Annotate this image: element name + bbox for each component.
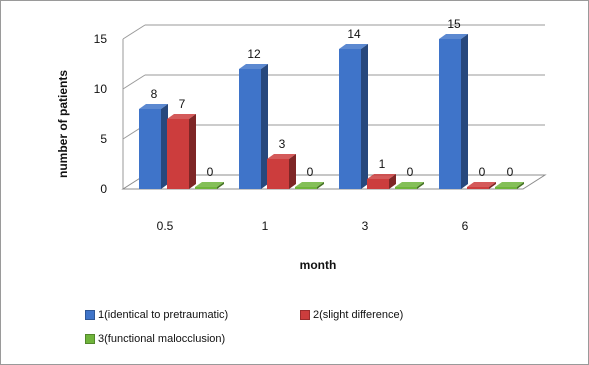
- y-tick-label: 0: [100, 182, 107, 196]
- data-label: 15: [447, 17, 461, 31]
- y-tick-label: 15: [94, 32, 108, 46]
- legend-swatch: [300, 310, 310, 320]
- bar-front: [239, 69, 261, 189]
- bar: [239, 64, 268, 189]
- bar-side: [461, 34, 468, 189]
- bar-side: [189, 114, 196, 189]
- bar-front: [295, 187, 317, 189]
- y-tick-label: 5: [100, 132, 107, 146]
- legend-label: 2(slight difference): [313, 309, 403, 321]
- bar-front: [439, 39, 461, 189]
- x-tick-label: 0.5: [157, 219, 174, 233]
- legend-label: 3(functional malocclusion): [98, 333, 225, 345]
- bar: [139, 104, 168, 189]
- bar-front: [367, 179, 389, 189]
- data-label: 1: [379, 157, 386, 171]
- bar-front: [167, 119, 189, 189]
- bar-front: [395, 187, 417, 189]
- x-tick-label: 1: [262, 219, 269, 233]
- data-label: 7: [179, 97, 186, 111]
- data-label: 0: [207, 165, 214, 179]
- x-tick-label: 3: [362, 219, 369, 233]
- bar: [167, 114, 196, 189]
- legend-item: 3(functional malocclusion): [85, 333, 225, 345]
- legend-label: 1(identical to pretraumatic): [98, 309, 228, 321]
- y-tick-labels: 0 5 10 15: [94, 32, 108, 196]
- bar-front: [139, 109, 161, 189]
- data-label: 0: [479, 165, 486, 179]
- legend-swatch: [85, 310, 95, 320]
- y-tick-label: 10: [94, 82, 108, 96]
- data-label: 14: [347, 27, 361, 41]
- bar: [367, 174, 396, 189]
- gridline-side: [123, 75, 145, 89]
- data-label: 0: [407, 165, 414, 179]
- bar: [339, 44, 368, 189]
- data-label: 0: [307, 165, 314, 179]
- x-tick-label: 6: [462, 219, 469, 233]
- bar-front: [339, 49, 361, 189]
- x-tick-labels: 0.5 1 3 6: [157, 219, 469, 233]
- bar-side: [261, 64, 268, 189]
- bar-front: [195, 187, 217, 189]
- bar-side: [161, 104, 168, 189]
- bar: [267, 154, 296, 189]
- bar-front: [267, 159, 289, 189]
- bar-front: [467, 187, 489, 189]
- legend-item: 1(identical to pretraumatic): [85, 309, 228, 321]
- data-label: 12: [247, 47, 261, 61]
- x-axis-label: month: [300, 258, 337, 272]
- legend-swatch: [85, 334, 95, 344]
- data-label: 8: [151, 87, 158, 101]
- data-label: 0: [507, 165, 514, 179]
- data-label: 3: [279, 137, 286, 151]
- gridline-side: [123, 25, 145, 39]
- bar: [439, 34, 468, 189]
- bar-side: [361, 44, 368, 189]
- y-axis-label: number of patients: [56, 70, 70, 178]
- legend-item: 2(slight difference): [300, 309, 403, 321]
- bar-side: [289, 154, 296, 189]
- bar-front: [495, 187, 517, 189]
